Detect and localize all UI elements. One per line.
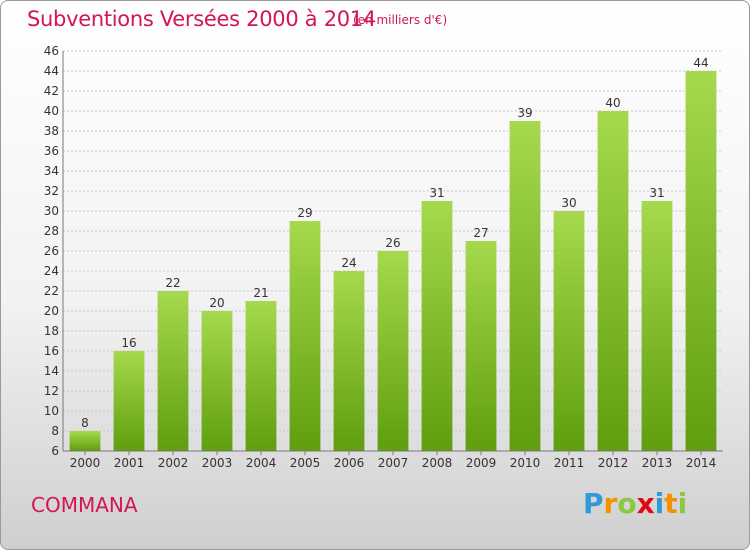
data-label: 44 (693, 56, 708, 70)
y-tick-label: 14 (44, 364, 59, 378)
y-tick-label: 44 (44, 64, 59, 78)
x-tick-label: 2009 (466, 456, 497, 470)
data-label: 30 (561, 196, 576, 210)
y-tick-label: 18 (44, 324, 59, 338)
bar-2009 (465, 241, 497, 451)
bar-2008 (421, 201, 453, 451)
y-tick-label: 6 (51, 444, 59, 458)
bar-2004 (245, 301, 277, 451)
y-tick-label: 22 (44, 284, 59, 298)
data-label: 16 (121, 336, 136, 350)
bar-2006 (333, 271, 365, 451)
x-tick-label: 2011 (554, 456, 585, 470)
logo-letter: t (664, 487, 678, 520)
y-tick-label: 10 (44, 404, 59, 418)
axes (62, 51, 723, 452)
logo-letter: x (636, 487, 655, 520)
y-tick-label: 36 (44, 144, 59, 158)
y-tick-label: 42 (44, 84, 59, 98)
x-tick-label: 2013 (642, 456, 673, 470)
data-label: 40 (605, 96, 620, 110)
y-tick-label: 40 (44, 104, 59, 118)
y-axis-ticks: 6 8 10 12 14 16 18 20 22 24 26 28 30 32 34 36 38 40 42 44 46 (44, 44, 59, 458)
bar-2011 (553, 211, 585, 451)
logo-letter: i (677, 487, 688, 520)
logo-letter: i (654, 487, 665, 520)
chart-title: Subventions Versées 2000 à 2014 (27, 7, 376, 31)
data-label: 24 (341, 256, 356, 270)
x-tick-label: 2004 (246, 456, 277, 470)
data-labels: 8 16 22 20 21 29 24 26 31 27 39 30 40 31 44 (81, 56, 708, 430)
data-label: 31 (429, 186, 444, 200)
x-tick-label: 2006 (334, 456, 365, 470)
bar-2012 (597, 111, 629, 451)
x-tick-label: 2003 (202, 456, 233, 470)
data-label: 39 (517, 106, 532, 120)
bar-2001 (113, 351, 145, 451)
x-tick-label: 2012 (598, 456, 629, 470)
y-tick-label: 12 (44, 384, 59, 398)
bar-2007 (377, 251, 409, 451)
x-tick-label: 2001 (114, 456, 145, 470)
bars (69, 71, 717, 451)
y-tick-label: 20 (44, 304, 59, 318)
data-label: 22 (165, 276, 180, 290)
x-tick-label: 2014 (686, 456, 717, 470)
y-tick-label: 16 (44, 344, 59, 358)
bar-2013 (641, 201, 673, 451)
bar-2005 (289, 221, 321, 451)
bar-2002 (157, 291, 189, 451)
bar-2010 (509, 121, 541, 451)
commune-name: COMMANA (31, 493, 138, 517)
logo-letter: P (583, 487, 604, 520)
y-tick-label: 28 (44, 224, 59, 238)
bar-2014 (685, 71, 717, 451)
bar-2003 (201, 311, 233, 451)
y-tick-label: 32 (44, 184, 59, 198)
y-tick-label: 38 (44, 124, 59, 138)
x-tick-label: 2008 (422, 456, 453, 470)
x-tick-label: 2005 (290, 456, 321, 470)
data-label: 29 (297, 206, 312, 220)
y-tick-label: 8 (51, 424, 59, 438)
logo-letter: o (617, 487, 637, 520)
data-label: 31 (649, 186, 664, 200)
x-tick-label: 2010 (510, 456, 541, 470)
data-label: 27 (473, 226, 488, 240)
y-tick-label: 30 (44, 204, 59, 218)
chart-subtitle: (en milliers d'€) (353, 13, 448, 27)
y-tick-label: 24 (44, 264, 59, 278)
y-tick-label: 46 (44, 44, 59, 58)
x-tick-label: 2002 (158, 456, 189, 470)
y-tick-label: 26 (44, 244, 59, 258)
data-label: 20 (209, 296, 224, 310)
data-label: 26 (385, 236, 400, 250)
data-label: 21 (253, 286, 268, 300)
bar-2000 (69, 431, 101, 451)
x-axis-ticks: 2000 2001 2002 2003 2004 2005 2006 2007 2008 2009… (70, 451, 717, 470)
data-label: 8 (81, 416, 89, 430)
x-tick-label: 2000 (70, 456, 101, 470)
logo-letter: r (603, 487, 618, 520)
proxiti-logo: Proxiti (583, 487, 687, 520)
x-tick-label: 2007 (378, 456, 409, 470)
y-tick-label: 34 (44, 164, 59, 178)
